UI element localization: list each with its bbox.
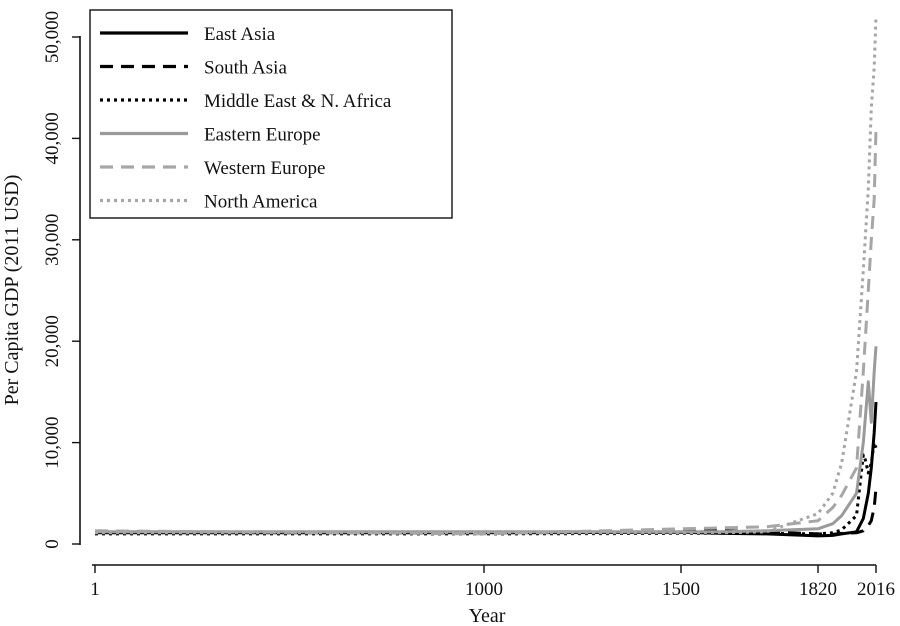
series-line-east-asia — [95, 401, 878, 538]
x-tick-label: 2016 — [857, 579, 895, 600]
x-tick-label: 1500 — [662, 579, 700, 600]
x-tick-label: 1000 — [465, 579, 503, 600]
x-axis-label: Year — [469, 605, 506, 626]
legend-label: Western Europe — [204, 158, 325, 179]
y-tick-label: 50,000 — [42, 11, 63, 63]
series-line-eastern-europe — [95, 346, 878, 534]
legend-label: Middle East & N. Africa — [204, 91, 392, 112]
legend-label: Eastern Europe — [204, 125, 321, 146]
y-tick-label: 0 — [42, 539, 63, 549]
y-tick-label: 40,000 — [42, 112, 63, 164]
y-axis-label: Per Capita GDP (2011 USD) — [1, 175, 23, 406]
x-tick-label: 1820 — [799, 579, 837, 600]
series-line-western-europe — [94, 128, 878, 536]
x-tick-label: 1 — [90, 579, 100, 600]
legend-label: North America — [204, 192, 318, 213]
legend-label: South Asia — [204, 58, 287, 79]
y-tick-label: 30,000 — [42, 214, 63, 266]
series-line-middle-east-n-africa — [95, 441, 878, 536]
y-tick-label: 20,000 — [42, 315, 63, 367]
legend-box — [89, 9, 453, 219]
legend-label: East Asia — [204, 24, 276, 45]
y-tick-label: 10,000 — [42, 416, 63, 468]
